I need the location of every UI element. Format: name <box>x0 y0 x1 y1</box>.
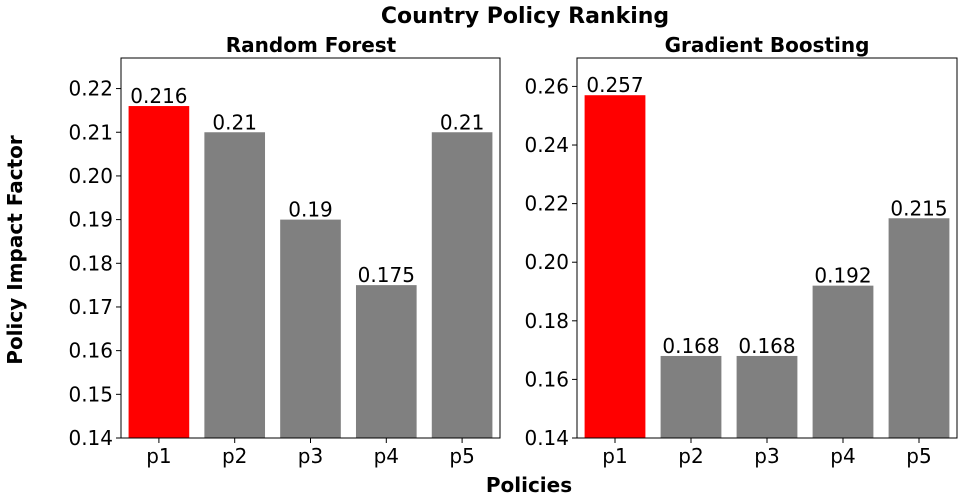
random-forest-y-tick-label: 0.22 <box>68 77 113 101</box>
gradient-boosting-y-tick-label: 0.18 <box>524 309 569 333</box>
random-forest-bar-p5 <box>431 132 493 438</box>
gradient-boosting-x-tick-label-p2: p2 <box>678 444 703 468</box>
gradient-boosting-value-label-p2: 0.168 <box>662 334 719 358</box>
random-forest-value-label-p2: 0.21 <box>212 110 257 134</box>
random-forest-y-tick-label: 0.14 <box>68 426 113 450</box>
x-axis-label: Policies <box>486 473 572 497</box>
random-forest-value-label-p1: 0.216 <box>130 84 187 108</box>
random-forest-x-tick-label-p5: p5 <box>449 444 474 468</box>
random-forest-bar-p2 <box>204 132 266 438</box>
random-forest-x-tick-label-p3: p3 <box>298 444 323 468</box>
gradient-boosting-value-label-p5: 0.215 <box>890 196 947 220</box>
gradient-boosting-y-tick-label: 0.24 <box>524 133 569 157</box>
gradient-boosting-panel: Gradient Boosting 0.257 p1 0.168 p2 0.168 p3 0… <box>524 33 958 468</box>
gradient-boosting-bar-p3 <box>736 355 798 438</box>
random-forest-panel: Random Forest 0.216 p1 0.21 p2 0.19 p3 0.175 p4… <box>68 33 501 468</box>
panel-title-gradient-boosting: Gradient Boosting <box>665 33 870 57</box>
random-forest-bar-p1 <box>128 106 190 439</box>
random-forest-y-tick-label: 0.18 <box>68 251 113 275</box>
gradient-boosting-y-tick-label: 0.16 <box>524 367 569 391</box>
gradient-boosting-value-label-p1: 0.257 <box>586 73 643 97</box>
y-axis-label: Policy Impact Factor <box>3 135 27 365</box>
gradient-boosting-axes-frame <box>576 57 958 439</box>
gradient-boosting-bar-p2 <box>660 355 722 438</box>
gradient-boosting-y-tick-label: 0.20 <box>524 250 569 274</box>
gradient-boosting-x-tick-label-p1: p1 <box>602 444 627 468</box>
random-forest-y-tick-label: 0.21 <box>68 120 113 144</box>
gradient-boosting-x-tick-label-p3: p3 <box>754 444 779 468</box>
gradient-boosting-bar-p5 <box>888 218 950 438</box>
random-forest-bar-p4 <box>355 285 417 438</box>
random-forest-value-label-p5: 0.21 <box>440 110 485 134</box>
gradient-boosting-value-label-p4: 0.192 <box>814 264 871 288</box>
gradient-boosting-bar-p1 <box>584 95 646 439</box>
gradient-boosting-y-tick-label: 0.14 <box>524 426 569 450</box>
random-forest-value-label-p4: 0.175 <box>358 263 415 287</box>
random-forest-x-tick-label-p1: p1 <box>146 444 171 468</box>
random-forest-x-tick-label-p2: p2 <box>222 444 247 468</box>
gradient-boosting-value-label-p3: 0.168 <box>738 334 795 358</box>
random-forest-axes-frame <box>120 57 501 439</box>
random-forest-bar-p3 <box>280 219 341 438</box>
gradient-boosting-bar-p4 <box>812 285 874 438</box>
gradient-boosting-y-tick-label: 0.26 <box>524 74 569 98</box>
random-forest-value-label-p3: 0.19 <box>288 198 333 222</box>
panel-title-random-forest: Random Forest <box>226 33 397 57</box>
random-forest-y-tick-label: 0.17 <box>68 295 113 319</box>
random-forest-y-tick-label: 0.15 <box>68 382 113 406</box>
random-forest-y-tick-label: 0.16 <box>68 339 113 363</box>
gradient-boosting-x-tick-label-p4: p4 <box>830 444 855 468</box>
random-forest-x-tick-label-p4: p4 <box>374 444 399 468</box>
random-forest-y-tick-label: 0.20 <box>68 164 113 188</box>
gradient-boosting-x-tick-label-p5: p5 <box>906 444 931 468</box>
figure-title: Country Policy Ranking <box>381 4 669 29</box>
gradient-boosting-y-tick-label: 0.22 <box>524 192 569 216</box>
random-forest-y-tick-label: 0.19 <box>68 208 113 232</box>
